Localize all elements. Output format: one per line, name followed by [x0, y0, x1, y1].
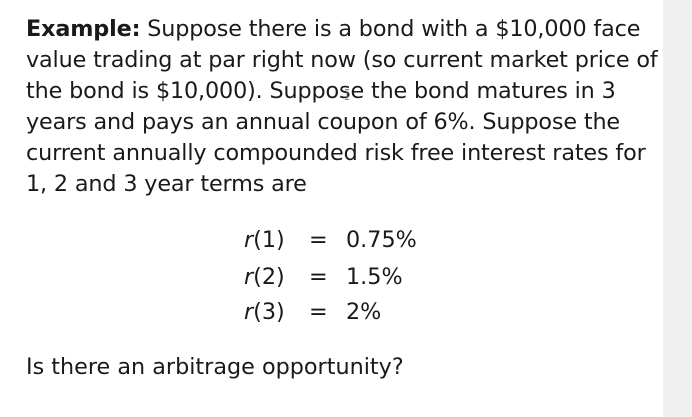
example-line-1: Example: Suppose there is a bond with a …	[26, 14, 656, 45]
text-cursor-icon	[345, 89, 349, 100]
rate-label: r(3)	[244, 299, 285, 325]
example-line-4: years and pays an annual coupon of 6%. S…	[26, 109, 621, 135]
rate-function: r	[244, 227, 254, 253]
rate-term: (2)	[253, 264, 285, 290]
equals-sign: =	[309, 264, 328, 290]
rate-label: r(1)	[244, 227, 285, 253]
example-line-3: the bond is $10,000). Suppose the bond m…	[26, 78, 616, 104]
example-line-2: value trading at par right now (so curre…	[26, 47, 658, 73]
rate-function: r	[244, 264, 254, 290]
right-gutter	[663, 0, 692, 417]
example-line-5: current annually compounded risk free in…	[26, 140, 646, 166]
rate-term: (3)	[253, 299, 285, 325]
rate-value: 1.5%	[346, 264, 403, 290]
rate-label: r(2)	[244, 264, 285, 290]
slide: Example: Suppose there is a bond with a …	[0, 0, 663, 417]
example-label: Example:	[26, 16, 141, 42]
rate-term: (1)	[253, 227, 285, 253]
equals-sign: =	[309, 299, 328, 325]
example-paragraph: Example: Suppose there is a bond with a …	[26, 14, 658, 200]
example-line-6: 1, 2 and 3 year terms are	[26, 171, 307, 197]
rate-value: 2%	[346, 299, 382, 325]
rate-function: r	[244, 299, 254, 325]
example-line-1-text: Suppose there is a bond with a $10,000 f…	[140, 16, 641, 42]
rate-value: 0.75%	[346, 227, 417, 253]
question-text: Is there an arbitrage opportunity?	[26, 354, 404, 380]
equals-sign: =	[309, 227, 328, 253]
